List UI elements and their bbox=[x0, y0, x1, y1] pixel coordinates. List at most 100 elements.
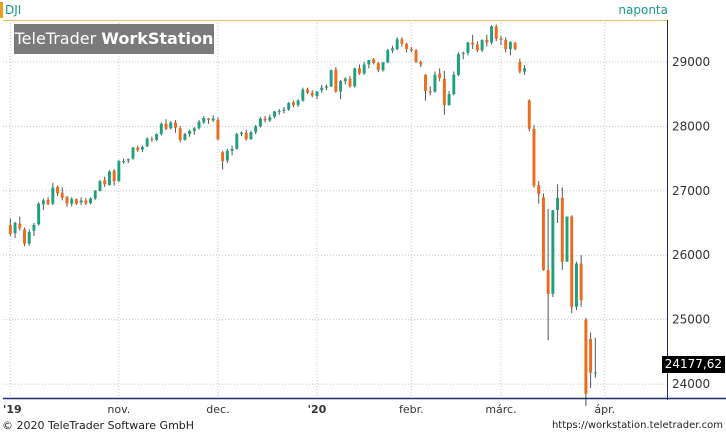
y-tick-label: 25000 bbox=[672, 313, 710, 327]
candle-body bbox=[348, 78, 352, 87]
x-tick-label: '20 bbox=[308, 403, 327, 416]
candle-body bbox=[504, 39, 508, 49]
candle-body bbox=[249, 132, 253, 140]
candle-body bbox=[164, 123, 168, 129]
candle-body bbox=[202, 117, 206, 123]
candle-body bbox=[424, 74, 427, 91]
candle-body bbox=[70, 199, 74, 204]
candle-body bbox=[433, 74, 437, 92]
candle-body bbox=[315, 91, 319, 97]
logo-brand-light: TeleTrader bbox=[14, 29, 97, 48]
candle-body bbox=[174, 122, 177, 128]
candle-body bbox=[79, 200, 83, 203]
candle-body bbox=[376, 63, 380, 71]
candle-body bbox=[93, 190, 97, 199]
candle-body bbox=[405, 43, 409, 49]
candle-body bbox=[508, 41, 512, 49]
candle-body bbox=[65, 197, 69, 204]
candle-body bbox=[409, 49, 413, 51]
candle-body bbox=[329, 70, 333, 87]
candle-body bbox=[273, 111, 276, 117]
candle-body bbox=[334, 69, 338, 92]
candle-body bbox=[471, 42, 475, 45]
candle-body bbox=[254, 126, 258, 133]
candle-body bbox=[523, 68, 527, 72]
candle-body bbox=[258, 118, 262, 127]
footer-url[interactable]: https://workstation.teletrader.com bbox=[551, 420, 723, 431]
candle-body bbox=[103, 180, 107, 185]
candle-body bbox=[263, 118, 267, 121]
candle-body bbox=[428, 90, 432, 93]
candle-body bbox=[593, 372, 597, 374]
y-tick-label: 27000 bbox=[672, 184, 710, 198]
candle-body bbox=[442, 78, 446, 106]
candle-body bbox=[579, 263, 583, 301]
candle-body bbox=[235, 134, 239, 149]
candle-body bbox=[98, 181, 102, 191]
candle-body bbox=[32, 224, 36, 231]
candle-body bbox=[560, 197, 564, 262]
candle-body bbox=[310, 92, 314, 96]
candle-body bbox=[400, 39, 404, 44]
x-tick-label: febr. bbox=[399, 403, 424, 416]
candle-body bbox=[41, 200, 45, 205]
candle-body bbox=[438, 73, 442, 78]
candle-body bbox=[37, 203, 41, 225]
candle-body bbox=[452, 74, 456, 95]
candle-body bbox=[136, 147, 140, 151]
candle-body bbox=[122, 161, 126, 163]
candle-body bbox=[221, 152, 225, 162]
candle-body bbox=[480, 39, 484, 51]
candle-body bbox=[570, 216, 574, 307]
x-tick-label: ápr. bbox=[594, 403, 615, 416]
candle-body bbox=[490, 26, 493, 43]
candle-body bbox=[107, 171, 111, 185]
candle-body bbox=[513, 43, 517, 49]
candle-body bbox=[211, 118, 215, 121]
candle-body bbox=[225, 150, 229, 161]
candle-body bbox=[117, 161, 121, 182]
candle-body bbox=[74, 199, 78, 204]
candle-body bbox=[46, 199, 50, 205]
candle-body bbox=[357, 68, 361, 74]
candle-body bbox=[155, 134, 159, 140]
candle-body bbox=[381, 62, 385, 71]
candle-body bbox=[13, 223, 17, 234]
symbol-label[interactable]: DJI bbox=[5, 3, 22, 17]
candle-body bbox=[339, 81, 343, 92]
x-tick-label: dec. bbox=[206, 403, 229, 416]
candles bbox=[8, 24, 597, 407]
candle-body bbox=[457, 54, 460, 75]
candle-body bbox=[126, 159, 130, 161]
candle-body bbox=[589, 339, 593, 373]
candle-body bbox=[145, 138, 149, 147]
candle-body bbox=[343, 78, 347, 82]
candle-body bbox=[324, 86, 328, 88]
period-label[interactable]: naponta bbox=[618, 3, 668, 17]
candle-body bbox=[532, 128, 536, 186]
candle-body bbox=[556, 197, 560, 211]
candle-body bbox=[461, 52, 465, 54]
candle-body bbox=[367, 59, 371, 65]
candle-body bbox=[518, 61, 522, 72]
candle-body bbox=[183, 134, 187, 140]
candle-body bbox=[386, 50, 390, 63]
candle-body bbox=[112, 170, 116, 182]
candle-body bbox=[230, 148, 234, 151]
candle-body bbox=[320, 87, 324, 91]
candle-body bbox=[51, 187, 55, 204]
candle-body bbox=[447, 94, 451, 106]
last-price-badge: 24177,62 bbox=[661, 356, 725, 373]
candle-body bbox=[475, 44, 479, 51]
candle-body bbox=[207, 118, 210, 120]
candle-body bbox=[131, 147, 135, 159]
candle-body bbox=[8, 224, 12, 234]
candle-body bbox=[353, 68, 357, 87]
candle-body bbox=[197, 121, 201, 129]
y-tick-label: 26000 bbox=[672, 248, 710, 262]
candle-body bbox=[565, 216, 569, 262]
y-axis-labels: 24000 25000 26000 27000 28000 29000 bbox=[672, 55, 710, 391]
candle-body bbox=[216, 119, 220, 140]
symbol-marker bbox=[0, 2, 3, 18]
